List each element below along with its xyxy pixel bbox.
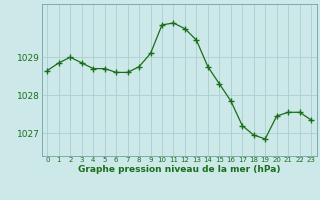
X-axis label: Graphe pression niveau de la mer (hPa): Graphe pression niveau de la mer (hPa) bbox=[78, 165, 280, 174]
